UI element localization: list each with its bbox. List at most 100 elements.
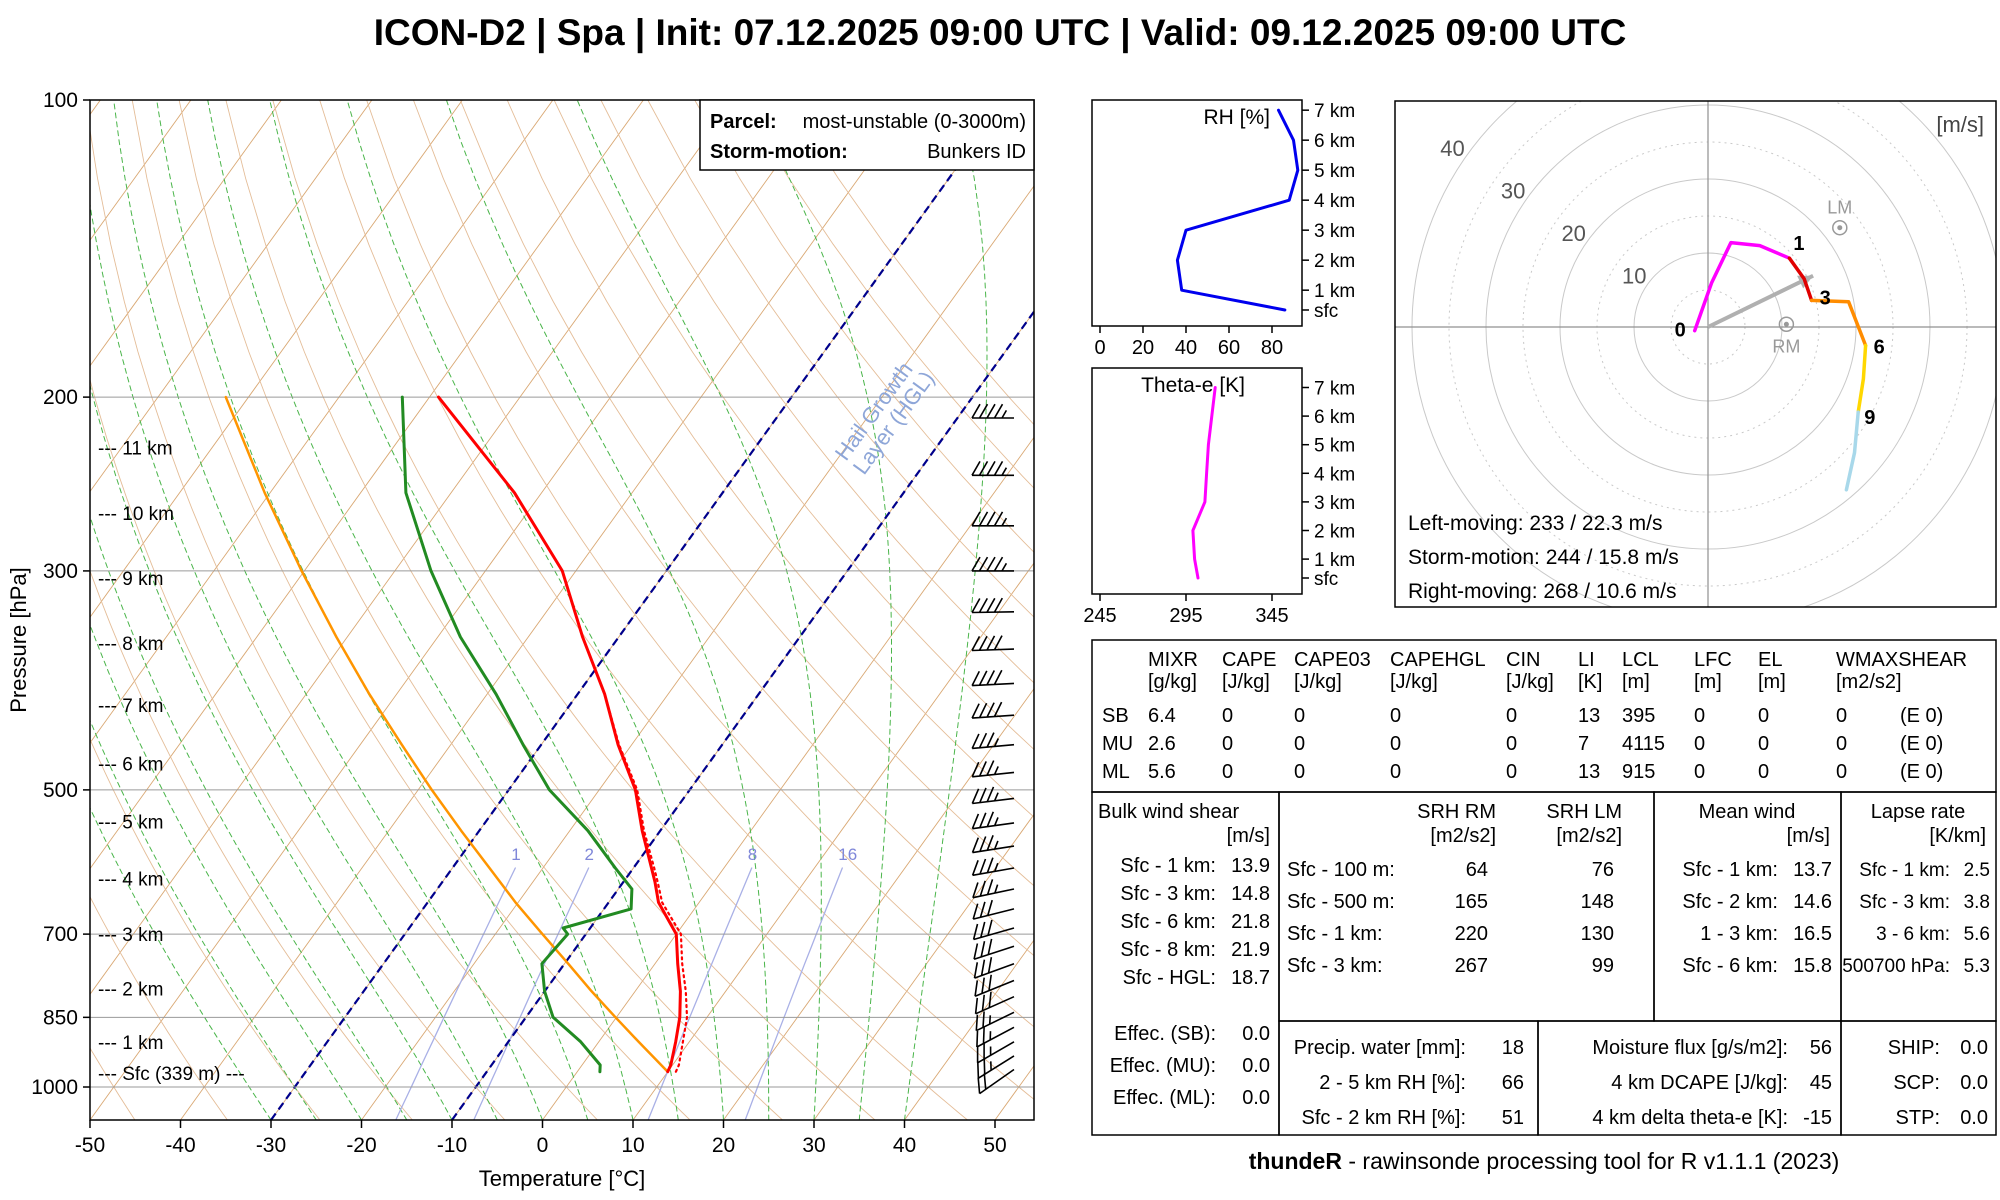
bulk-shear-label: Sfc - 3 km: xyxy=(1120,883,1216,905)
isotherm xyxy=(542,436,1034,1120)
hail-growth-layer-lines xyxy=(270,100,1034,1120)
wind-barb xyxy=(971,403,1014,419)
bulk-shear-label: Sfc - 8 km: xyxy=(1120,939,1216,961)
wind-barb xyxy=(977,1055,1015,1079)
bulk-shear-value: 21.8 xyxy=(1231,911,1270,933)
theta-e-tick-label: 245 xyxy=(1083,605,1116,627)
theta-e-height-label: 1 km xyxy=(1314,550,1355,571)
hodograph-panel: 10 20 30 40 [m/s] 0 1 3 6 9 LM RM Left-moving: 233 /… xyxy=(1394,100,1997,608)
theta-e-height-label: 2 km xyxy=(1314,521,1355,542)
mean-wind-label: Sfc - 1 km: xyxy=(1682,859,1778,881)
pressure-axis: 100 200 300 500 700 850 1000 Pressure [hPa] xyxy=(6,89,90,1099)
dry-adiabat xyxy=(178,100,783,1120)
lm-marker-dot xyxy=(1837,225,1843,231)
bulk-shear-value: 0.0 xyxy=(1242,1055,1270,1077)
indices-cell: 0 xyxy=(1506,733,1517,755)
temperature-tick-label: -30 xyxy=(256,1134,286,1157)
hodograph-height-mark: 9 xyxy=(1864,407,1875,429)
wind-barb xyxy=(971,597,1015,614)
rh-tick-label: 20 xyxy=(1132,337,1154,359)
height-label: --- 3 km xyxy=(98,925,163,946)
indices-header-unit: [K] xyxy=(1578,671,1602,693)
bulk-shear-value: 0.0 xyxy=(1242,1023,1270,1045)
srh-lm-value: 99 xyxy=(1592,955,1614,977)
dry-adiabat xyxy=(366,100,1034,1028)
indices-cell: 0 xyxy=(1390,761,1401,783)
theta-e-height-label: 7 km xyxy=(1314,378,1355,399)
legend-storm-label: Storm-motion: xyxy=(710,141,848,163)
dry-adiabat xyxy=(90,1047,136,1120)
storm-motion-info-line: Left-moving: 233 / 22.3 m/s xyxy=(1408,512,1662,535)
storm-motion-info-line: Right-moving: 268 / 10.6 m/s xyxy=(1408,580,1676,603)
indices-header-unit: [m] xyxy=(1694,671,1722,693)
temperature-line xyxy=(437,395,682,1074)
legend-box xyxy=(699,99,1035,171)
indices-cell: 0 xyxy=(1222,705,1233,727)
dry-adiabat xyxy=(90,895,228,1120)
indices-cell: 6.4 xyxy=(1148,705,1176,727)
legend-parcel-value: most-unstable (0-3000m) xyxy=(803,111,1026,133)
rh-line xyxy=(1175,108,1300,312)
bulk-shear-label: Effec. (MU): xyxy=(1110,1055,1216,1077)
height-label: --- 10 km xyxy=(98,504,174,525)
composite-label: STP: xyxy=(1896,1107,1940,1129)
indices-cell: 0 xyxy=(1694,761,1705,783)
lapse-rate-value: 2.5 xyxy=(1964,860,1990,881)
indices-header-unit: [J/kg] xyxy=(1294,671,1342,693)
dry-adiabat xyxy=(459,100,1034,887)
height-label: --- 6 km xyxy=(98,754,163,775)
indices-header-unit: [J/kg] xyxy=(1390,671,1438,693)
temperature-tick-label: 30 xyxy=(802,1134,825,1157)
storm-motion-info-line: Storm-motion: 244 / 15.8 m/s xyxy=(1408,546,1679,569)
precip-value: 51 xyxy=(1502,1107,1524,1129)
srh-rm-value: 165 xyxy=(1455,891,1488,913)
lapse-rate-title: Lapse rate xyxy=(1871,801,1966,823)
mean-wind-label: 1 - 3 km: xyxy=(1700,923,1778,945)
dry-adiabat xyxy=(131,100,691,1120)
wind-barb xyxy=(971,701,1015,719)
theta-e-height-label: sfc xyxy=(1314,569,1338,590)
dry-adiabat xyxy=(553,100,1034,751)
moist-adiabat xyxy=(752,100,892,1120)
temperature-tick-label: 20 xyxy=(712,1134,735,1157)
rh-height-label: sfc xyxy=(1314,301,1338,322)
wind-barb xyxy=(973,957,1015,979)
hgl-isotherm xyxy=(451,309,1034,1120)
isotherm xyxy=(90,100,825,1120)
hodograph-segment-0-1km xyxy=(1692,240,1792,333)
rh-height-label: 6 km xyxy=(1314,131,1355,152)
indices-cell: 0 xyxy=(1758,761,1769,783)
wind-barb xyxy=(976,1026,1015,1048)
indices-cell: 395 xyxy=(1622,705,1655,727)
isotherm xyxy=(723,687,1034,1120)
theta-e-height-label: 4 km xyxy=(1314,464,1355,485)
moist-adiabat xyxy=(113,100,543,1120)
mixing-ratio-line xyxy=(473,867,590,1120)
indices-cell: 0 xyxy=(1836,705,1847,727)
bulk-shear-label: Effec. (ML): xyxy=(1113,1087,1216,1109)
hodograph-height-mark: 3 xyxy=(1820,287,1831,309)
srh-col1-header: SRH RM xyxy=(1417,801,1496,823)
flux-label: 4 km DCAPE [J/kg]: xyxy=(1611,1072,1788,1094)
indices-cell-effective: (E 0) xyxy=(1900,733,1943,755)
temperature-axis-title: Temperature [°C] xyxy=(479,1166,646,1191)
rh-panel: RH [%] 0 20 40 60 80 7 km 6 km 5 km 4 km 3 km 2 km 1… xyxy=(1091,99,1355,359)
indices-row-label: SB xyxy=(1102,705,1129,727)
hodograph-border xyxy=(1394,100,1997,608)
wind-barb xyxy=(971,786,1015,805)
indices-row-label: MU xyxy=(1102,733,1133,755)
indices-header: LCL xyxy=(1622,649,1659,671)
mixing-ratio-label: 2 xyxy=(585,845,594,864)
dry-adiabat xyxy=(600,100,1034,684)
indices-cell-effective: (E 0) xyxy=(1900,761,1943,783)
theta-e-panel: Theta-e [K] 245 295 345 7 km 6 km 5 km 4 km 3 km… xyxy=(1083,367,1355,627)
mixing-ratio-line xyxy=(647,867,753,1120)
moist-adiabat xyxy=(904,100,988,1120)
indices-cell: 0 xyxy=(1222,761,1233,783)
indices-cell: 0 xyxy=(1222,733,1233,755)
height-label: --- 11 km xyxy=(98,439,173,460)
skewt-mixing-ratio-lines: 1 2 8 16 xyxy=(395,845,857,1120)
wind-barb xyxy=(974,991,1015,1015)
wind-barb xyxy=(972,879,1015,899)
